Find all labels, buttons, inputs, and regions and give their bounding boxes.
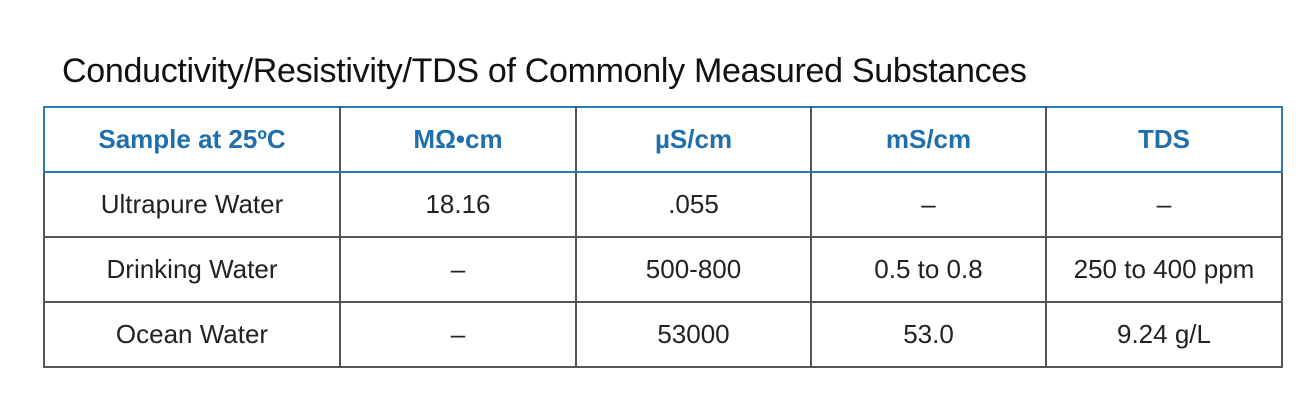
header-row: Sample at 25ºC MΩ•cm µS/cm mS/cm TDS [43, 106, 1283, 173]
table-cell: – [339, 301, 577, 368]
table-cell: 0.5 to 0.8 [810, 236, 1047, 303]
table-cell: 53.0 [810, 301, 1047, 368]
table-cell: Ultrapure Water [43, 171, 341, 238]
header-cell: Sample at 25ºC [43, 106, 341, 173]
table-cell: Ocean Water [43, 301, 341, 368]
table-cell: 9.24 g/L [1045, 301, 1283, 368]
table-cell: Drinking Water [43, 236, 341, 303]
header-cell: mS/cm [810, 106, 1047, 173]
header-cell: µS/cm [575, 106, 812, 173]
table-cell: 18.16 [339, 171, 577, 238]
table-cell: – [339, 236, 577, 303]
table-row: Ultrapure Water 18.16.055– – [43, 171, 1283, 238]
table-cell: 500-800 [575, 236, 812, 303]
header-cell: TDS [1045, 106, 1283, 173]
table-cell: .055 [575, 171, 812, 238]
table-cell: – [1045, 171, 1283, 238]
table-cell: 250 to 400 ppm [1045, 236, 1283, 303]
table-cell: 53000 [575, 301, 812, 368]
data-table: Sample at 25ºC MΩ•cm µS/cm mS/cm TDS Ultrapu… [43, 106, 1283, 368]
header-cell: MΩ•cm [339, 106, 577, 173]
table-cell: – [810, 171, 1047, 238]
table-row: Drinking Water –500-800 0.5 to 0.8 250 to 4… [43, 236, 1283, 303]
page-title: Conductivity/Resistivity/TDS of Commonly… [62, 52, 1027, 90]
table-row: Ocean Water –53000 53.0 9.24 g/L [43, 301, 1283, 368]
table-body: Ultrapure Water 18.16.055– – Drinking Water… [43, 171, 1283, 368]
